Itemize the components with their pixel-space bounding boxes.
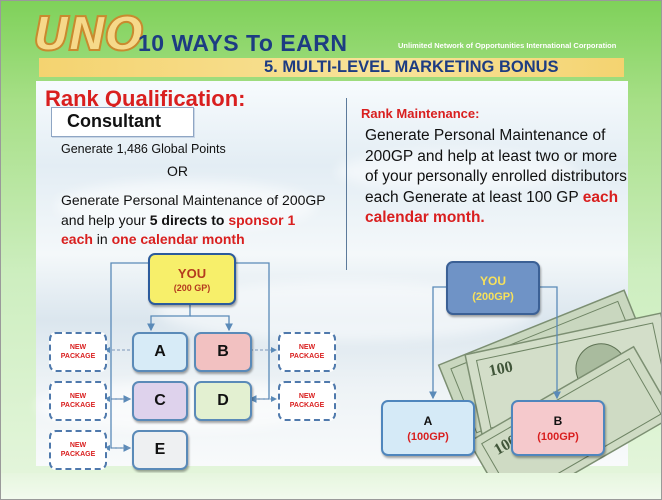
or-text: OR bbox=[167, 163, 188, 179]
subtitle-banner bbox=[39, 58, 624, 77]
page-title: 10 WAYS To EARN bbox=[138, 30, 348, 56]
direct-node-b: B bbox=[194, 332, 252, 372]
new-package-box: NEW PACKAGE bbox=[49, 332, 107, 372]
svg-text:100: 100 bbox=[487, 358, 514, 380]
maintenance-node-b: B (100GP) bbox=[511, 400, 605, 456]
new-package-box: NEW PACKAGE bbox=[49, 430, 107, 470]
rank-qualification-heading: Rank Qualification: bbox=[45, 86, 246, 111]
direct-node-e: E bbox=[132, 430, 188, 470]
global-points-text: Generate 1,486 Global Points bbox=[61, 142, 226, 156]
new-package-box: NEW PACKAGE bbox=[278, 332, 336, 372]
uno-logo: UNO bbox=[32, 6, 145, 62]
maintenance-you-node: YOU (200GP) bbox=[446, 261, 540, 315]
new-package-box: NEW PACKAGE bbox=[278, 381, 336, 421]
new-package-box: NEW PACKAGE bbox=[49, 381, 107, 421]
qualification-paragraph: Generate Personal Maintenance of 200GP a… bbox=[61, 192, 326, 247]
rank-name: Consultant bbox=[67, 111, 161, 131]
rank-maintenance-heading: Rank Maintenance: bbox=[361, 106, 480, 121]
direct-node-c: C bbox=[132, 381, 188, 421]
rank-box bbox=[51, 107, 194, 137]
direct-node-a: A bbox=[132, 332, 188, 372]
you-label: YOU bbox=[177, 265, 207, 281]
maintenance-paragraph: Generate Personal Maintenance of 200GP a… bbox=[365, 127, 627, 226]
direct-node-d: D bbox=[194, 381, 252, 421]
you-node: YOU (200 GP) bbox=[148, 253, 236, 305]
you-value: (200 GP) bbox=[173, 282, 211, 293]
maintenance-node-a: A (100GP) bbox=[381, 400, 475, 456]
column-divider bbox=[346, 98, 347, 270]
corporation-name: Unlimited Network of Opportunities Inter… bbox=[398, 41, 617, 50]
page-subtitle: 5. MULTI-LEVEL MARKETING BONUS bbox=[264, 58, 559, 76]
footer-band bbox=[1, 473, 661, 499]
